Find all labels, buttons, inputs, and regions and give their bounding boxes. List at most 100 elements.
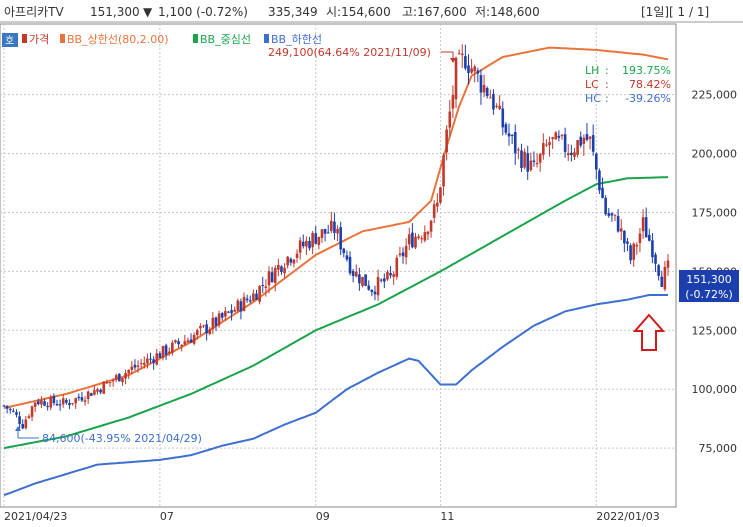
candle-body	[295, 253, 299, 258]
candle-body	[644, 217, 648, 238]
candle-body	[242, 296, 246, 312]
candle-body	[124, 372, 127, 379]
candle-body	[619, 228, 623, 232]
stock-name: 아프리카TV	[4, 5, 64, 19]
candle-body	[457, 53, 461, 55]
candle-body	[227, 311, 230, 313]
candle-body	[171, 342, 174, 353]
page-indicator[interactable]: [1일][ 1 / 1]	[641, 5, 709, 19]
candle-body	[12, 410, 15, 412]
x-axis: 2021/04/23 07 09 11 2022/01/03	[4, 510, 660, 523]
candle-body	[277, 264, 280, 270]
candle-body	[189, 339, 193, 343]
candle-body	[292, 259, 296, 264]
candle-body	[395, 257, 399, 277]
candle-body	[407, 234, 411, 245]
stat-lc-key: LC	[585, 78, 599, 91]
candle-body	[464, 56, 467, 69]
candle-body	[158, 353, 162, 358]
candle-body	[370, 289, 374, 293]
stat-lc-colon: :	[605, 78, 609, 91]
candle-body	[114, 375, 118, 380]
candle-body	[21, 424, 25, 429]
legend-swatch-upper	[60, 34, 65, 43]
candle-body	[2, 405, 6, 407]
legend-upper: BB_상한선(80,2.00)	[67, 33, 169, 46]
candle-body	[121, 378, 124, 382]
candle-body	[136, 365, 140, 367]
price-box	[679, 270, 739, 302]
candle-body	[74, 398, 77, 404]
candle-body	[641, 217, 645, 232]
candle-body	[613, 214, 617, 216]
candle-body	[439, 187, 442, 203]
candle-body	[476, 70, 480, 74]
candle-body	[220, 313, 224, 318]
candle-body	[36, 401, 40, 405]
candle-body	[623, 230, 626, 244]
candle-body	[610, 213, 614, 216]
candle-body	[305, 240, 308, 247]
plot-area	[0, 23, 677, 508]
candle-body	[264, 286, 268, 289]
candle-body	[224, 311, 227, 317]
candle-body	[330, 220, 333, 231]
ho-button[interactable]	[2, 33, 18, 47]
candle-body	[199, 326, 202, 329]
candle-body	[538, 154, 542, 163]
x-tick-label: 2021/04/23	[4, 510, 67, 523]
candle-body	[467, 65, 470, 73]
candle-body	[118, 373, 121, 382]
candle-body	[542, 143, 545, 155]
candle-body	[301, 241, 305, 247]
candle-body	[52, 395, 56, 404]
candle-body	[591, 135, 595, 152]
legend-swatch-lower	[264, 34, 269, 43]
stat-lh-key: LH	[585, 64, 599, 77]
legend-price: 가격	[29, 33, 49, 46]
candle-body	[647, 234, 651, 241]
candle-body	[585, 134, 589, 140]
candle-body	[354, 271, 358, 277]
candle-body	[317, 236, 321, 246]
y-tick-label: 125,000	[692, 324, 738, 337]
x-tick-label: 07	[160, 510, 174, 523]
candle-body	[46, 406, 49, 408]
candle-body	[504, 124, 508, 133]
candle-body	[373, 291, 377, 295]
x-tick-label: 11	[440, 510, 454, 523]
candle-body	[252, 293, 255, 301]
candle-body	[626, 241, 629, 244]
candle-body	[426, 231, 430, 235]
candle-body	[482, 84, 486, 93]
candle-body	[314, 233, 318, 244]
candle-body	[308, 240, 311, 249]
candle-body	[545, 144, 548, 146]
candle-body	[149, 358, 152, 360]
candle-body	[245, 298, 249, 301]
candle-body	[49, 397, 53, 408]
candle-body	[523, 151, 526, 168]
candle-body	[479, 75, 483, 93]
candle-body	[513, 132, 517, 154]
candle-body	[68, 403, 71, 406]
stat-lh-colon: :	[605, 64, 609, 77]
up-arrow-icon	[632, 313, 666, 351]
candle-body	[420, 238, 424, 240]
candle-body	[454, 57, 458, 100]
candle-body	[598, 170, 601, 191]
candle-body	[255, 293, 258, 300]
candle-body	[460, 53, 464, 55]
stats-box: LH : 193.75% LC : 78.42% HC : -39.26%	[585, 64, 671, 105]
candle-body	[208, 329, 212, 335]
candle-body	[401, 252, 405, 257]
candle-body	[501, 108, 505, 128]
candle-body	[570, 152, 573, 156]
candle-body	[445, 129, 448, 153]
candle-body	[595, 153, 598, 170]
candle-body	[5, 405, 9, 409]
candle-body	[155, 353, 159, 365]
ho-label: 호	[5, 35, 14, 47]
candle-body	[186, 340, 190, 343]
